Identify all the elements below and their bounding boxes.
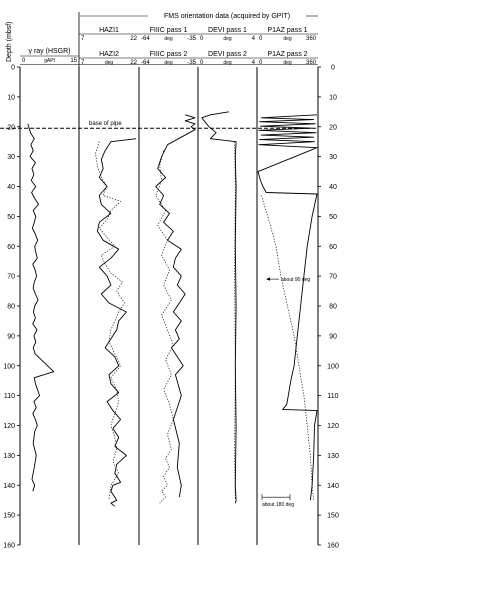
about-90-label: about 90 deg (281, 277, 310, 283)
right-tick-label-0: 0 (331, 65, 335, 72)
scale-min-gamma: 0 (22, 58, 26, 64)
scale-unit-devi-1: deg (223, 36, 232, 42)
right-tick-label-110: 110 (327, 393, 338, 400)
left-tick-label-0: 0 (11, 65, 15, 72)
left-tick-label-70: 70 (7, 274, 15, 281)
right-tick-label-150: 150 (327, 513, 339, 520)
left-tick-label-80: 80 (7, 304, 15, 311)
track-title-hazi-1: HAZI1 (99, 27, 119, 34)
scale-max-fiic-1: -35 (187, 36, 196, 42)
right-tick-label-60: 60 (329, 244, 337, 251)
left-tick-label-110: 110 (4, 393, 15, 400)
super-header: FMS orientation data (acquired by GPIT) (164, 13, 290, 20)
right-tick-label-100: 100 (327, 363, 339, 370)
scale-max-devi-1: 4 (252, 36, 256, 42)
curve-hazi-1 (96, 138, 137, 507)
right-tick-label-20: 20 (329, 124, 337, 131)
track-title-gamma: γ ray (HSGR) (29, 48, 71, 55)
left-tick-label-150: 150 (3, 513, 15, 520)
title-layer: FMS orientation data (acquired by GPIT) … (6, 13, 290, 62)
scale-unit-hazi-2: deg (105, 60, 114, 66)
curve-gamma-1 (27, 123, 55, 492)
scale-max-gamma: 15 (70, 58, 77, 64)
scale-max-devi-2: 4 (252, 60, 256, 66)
left-tick-label-50: 50 (7, 214, 15, 221)
scale-min-devi-1: 0 (200, 36, 204, 42)
plot-frame (19, 12, 319, 545)
left-tick-label-130: 130 (3, 453, 15, 460)
track-title-p1az-1: P1AZ pass 1 (267, 27, 307, 34)
curve-devi-1 (201, 111, 237, 504)
track-title-devi-1: DEVI pass 1 (208, 27, 247, 34)
scale-max-hazi-2: 22 (130, 60, 137, 66)
right-tick-label-140: 140 (327, 483, 339, 490)
about-90-arrowhead (266, 277, 270, 281)
left-tick-label-140: 140 (3, 483, 15, 490)
left-tick-label-40: 40 (7, 184, 15, 191)
scale-min-devi-2: 0 (200, 60, 204, 66)
y-axis-label: Depth (mbsf) (6, 22, 13, 62)
left-tick-label-10: 10 (7, 94, 15, 101)
scale-max-p1az-1: 360 (306, 36, 317, 42)
scale-unit-fiic-1: deg (164, 36, 173, 42)
right-tick-label-50: 50 (329, 214, 337, 221)
scale-min-fiic-1: -64 (141, 36, 150, 42)
scale-max-fiic-2: -35 (187, 60, 196, 66)
scale-min-p1az-2: 0 (259, 60, 263, 66)
track-title-hazi-2: HAZI2 (99, 51, 119, 58)
scale-unit-devi-2: deg (223, 60, 232, 66)
annotations: base of pipe about 90 deg about 180 deg (0, 121, 318, 508)
track-title-fiic-1: FIIIC pass 1 (150, 27, 188, 34)
track-title-devi-2: DEVI pass 2 (208, 51, 247, 58)
scale-min-fiic-2: -64 (141, 60, 150, 66)
depth-axes: 0 0 10 10 20 20 30 30 40 40 50 50 60 60 70 70 80 80 90 90 10… (3, 65, 339, 550)
left-tick-label-20: 20 (7, 124, 15, 131)
right-tick-label-40: 40 (329, 184, 337, 191)
right-tick-label-120: 120 (327, 423, 339, 430)
base-of-pipe-label: base of pipe (89, 121, 122, 127)
track-title-p1az-2: P1AZ pass 2 (267, 51, 307, 58)
right-tick-label-70: 70 (329, 274, 337, 281)
left-tick-label-160: 160 (3, 543, 15, 550)
curve-devi-2 (234, 141, 236, 501)
right-tick-label-80: 80 (329, 304, 337, 311)
scale-min-p1az-1: 0 (259, 36, 263, 42)
scale-min-hazi-2: 7 (81, 60, 85, 66)
left-tick-label-120: 120 (3, 423, 15, 430)
scale-unit-p1az-2: deg (283, 60, 292, 66)
about-180-label: about 180 deg (262, 502, 294, 508)
right-tick-label-160: 160 (327, 543, 339, 550)
left-tick-label-100: 100 (3, 363, 15, 370)
curve-hazi-2 (95, 141, 125, 501)
left-tick-label-90: 90 (7, 333, 15, 340)
curve-fiic-2 (155, 150, 174, 504)
scale-min-hazi-1: 7 (81, 36, 85, 42)
right-tick-label-30: 30 (329, 154, 337, 161)
curve-fiic-1 (155, 114, 196, 498)
scale-unit-gamma: gAPI (44, 58, 55, 64)
scale-unit-fiic-2: deg (164, 60, 173, 66)
scale-max-p1az-2: 360 (306, 60, 317, 66)
left-tick-label-30: 30 (7, 154, 15, 161)
curve-p1az-2 (260, 195, 315, 501)
scale-unit-p1az-1: deg (283, 36, 292, 42)
right-tick-label-90: 90 (329, 333, 337, 340)
right-tick-label-130: 130 (327, 453, 339, 460)
scale-max-hazi-1: 22 (130, 36, 137, 42)
log-curves (27, 111, 318, 507)
right-tick-label-10: 10 (329, 94, 337, 101)
track-title-fiic-2: FIIIC pass 2 (150, 51, 188, 58)
left-tick-label-60: 60 (7, 244, 15, 251)
